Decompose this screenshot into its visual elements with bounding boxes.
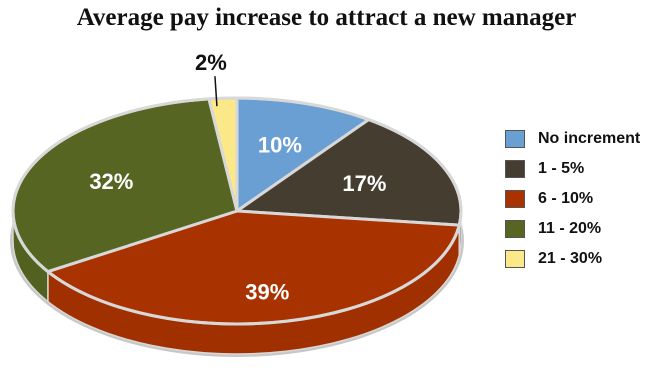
- legend-swatch: [505, 250, 525, 268]
- slice-label-2: 39%: [245, 279, 289, 304]
- leader-line-4: [214, 76, 218, 107]
- pie-top-rim: [11, 96, 463, 326]
- slice-label-4: 2%: [195, 50, 227, 75]
- legend-swatch: [505, 130, 525, 148]
- legend-label: 6 - 10%: [538, 190, 594, 207]
- pie-labels: 10% 17% 39% 32% 2%: [89, 50, 386, 304]
- legend-label: 21 - 30%: [538, 250, 603, 267]
- legend-item: 1 - 5%: [505, 154, 640, 184]
- legend-item: 21 - 30%: [505, 244, 640, 274]
- legend-label: 1 - 5%: [538, 160, 585, 177]
- slice-label-0: 10%: [258, 132, 302, 157]
- legend-item: 11 - 20%: [505, 214, 640, 244]
- legend-item: 6 - 10%: [505, 184, 640, 214]
- legend-swatch: [505, 190, 525, 208]
- legend-swatch: [505, 220, 525, 238]
- slice-label-3: 32%: [89, 169, 133, 194]
- legend-label: 11 - 20%: [538, 220, 602, 237]
- chart-title: Average pay increase to attract a new ma…: [76, 4, 577, 31]
- legend: No increment 1 - 5% 6 - 10% 11 - 20% 21 - 30…: [505, 124, 640, 274]
- pie-top: [11, 96, 463, 326]
- legend-label: No increment: [538, 130, 641, 147]
- legend-swatch: [505, 160, 525, 178]
- slice-label-1: 17%: [342, 171, 386, 196]
- legend-item: No increment: [505, 124, 640, 154]
